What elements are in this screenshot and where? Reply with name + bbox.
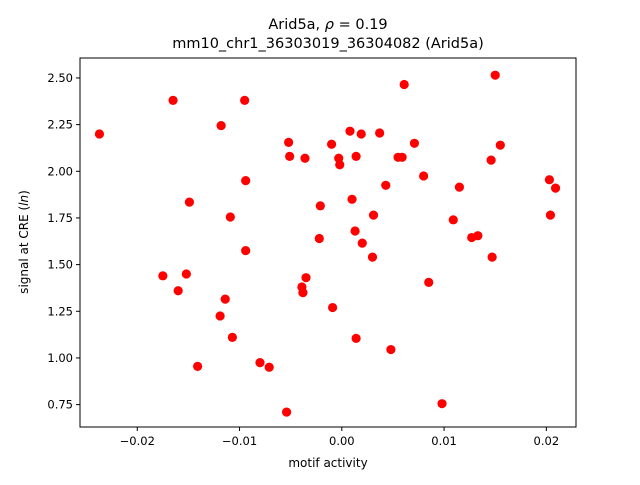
- scatter-point: [419, 171, 429, 181]
- chart-title-line2: mm10_chr1_36303019_36304082 (Arid5a): [172, 36, 484, 52]
- scatter-point: [315, 201, 325, 211]
- scatter-point: [454, 182, 465, 192]
- scatter-point: [281, 407, 292, 417]
- scatter-point: [285, 151, 295, 161]
- scatter-point: [215, 311, 225, 321]
- y-tick-label: 1.50: [47, 258, 73, 272]
- scatter-point: [397, 152, 407, 162]
- x-axis: −0.02 −0.01 0.00 0.01 0.02: [120, 427, 560, 448]
- scatter-point: [347, 194, 357, 204]
- scatter-point: [94, 129, 105, 139]
- scatter-point: [356, 129, 366, 139]
- scatter-point: [486, 155, 496, 165]
- scatter-point: [424, 277, 434, 287]
- x-axis-label: motif activity: [288, 456, 367, 470]
- scatter-point: [241, 176, 251, 186]
- scatter-point: [386, 344, 396, 355]
- x-tick-label: 0.02: [534, 434, 560, 448]
- y-tick-label: 1.00: [47, 351, 73, 365]
- scatter-point: [314, 233, 324, 244]
- x-tick-label: 0.00: [329, 434, 355, 448]
- y-axis-label: signal at CRE (ln): [17, 190, 31, 294]
- scatter-point: [375, 128, 385, 138]
- scatter-point: [345, 126, 355, 136]
- scatter-point: [409, 138, 420, 148]
- x-tick-label: −0.02: [120, 434, 155, 448]
- scatter-point: [241, 246, 251, 256]
- scatter-point: [227, 332, 237, 343]
- scatter-point: [326, 139, 337, 149]
- y-tick-label: 2.00: [47, 164, 73, 178]
- scatter-point: [220, 294, 230, 304]
- scatter-point: [158, 271, 168, 281]
- y-tick-label: 1.25: [47, 304, 73, 318]
- scatter-point: [328, 302, 338, 313]
- scatter-point: [168, 95, 178, 105]
- scatter-point: [381, 180, 391, 190]
- scatter-point: [335, 160, 345, 170]
- x-tick-label: −0.01: [222, 434, 257, 448]
- scatter-point: [437, 399, 447, 409]
- data-points: [94, 70, 561, 417]
- scatter-point: [240, 95, 250, 105]
- scatter-point: [184, 197, 195, 207]
- scatter-point: [193, 361, 203, 371]
- scatter-point: [301, 273, 311, 283]
- scatter-point: [264, 362, 274, 372]
- scatter-point: [298, 288, 308, 298]
- scatter-point: [473, 231, 483, 241]
- scatter-point: [495, 140, 505, 150]
- scatter-point: [216, 120, 226, 131]
- scatter-point: [550, 183, 561, 193]
- y-tick-label: 2.50: [47, 71, 73, 85]
- scatter-point: [351, 151, 361, 161]
- scatter-point: [284, 137, 294, 147]
- x-tick-label: 0.01: [431, 434, 457, 448]
- y-tick-label: 0.75: [47, 398, 73, 412]
- scatter-point: [255, 358, 265, 368]
- scatter-point: [351, 333, 361, 343]
- scatter-point: [544, 175, 555, 185]
- scatter-point: [545, 210, 556, 220]
- scatter-point: [367, 252, 378, 262]
- scatter-point: [300, 153, 310, 163]
- y-tick-label: 1.75: [47, 211, 73, 225]
- scatter-point: [490, 70, 500, 80]
- scatter-point: [357, 238, 367, 248]
- scatter-point: [448, 215, 458, 225]
- scatter-point: [350, 226, 360, 236]
- scatter-point: [173, 286, 183, 296]
- y-axis: 0.75 1.00 1.25 1.50 1.75 2.00 2.25 2.50: [47, 71, 80, 412]
- chart-title-line1: Arid5a, ρ = 0.19: [268, 17, 387, 33]
- scatter-point: [225, 212, 235, 222]
- axes-frame: [79, 57, 577, 428]
- plot-area: −0.02 −0.01 0.00 0.01 0.02 0.75 1.00 1.25 1.50 1…: [47, 57, 577, 448]
- scatter-point: [181, 269, 191, 279]
- y-tick-label: 2.25: [47, 118, 73, 132]
- scatter-point: [368, 210, 379, 220]
- scatter-point: [399, 79, 409, 90]
- scatter-point: [487, 252, 497, 262]
